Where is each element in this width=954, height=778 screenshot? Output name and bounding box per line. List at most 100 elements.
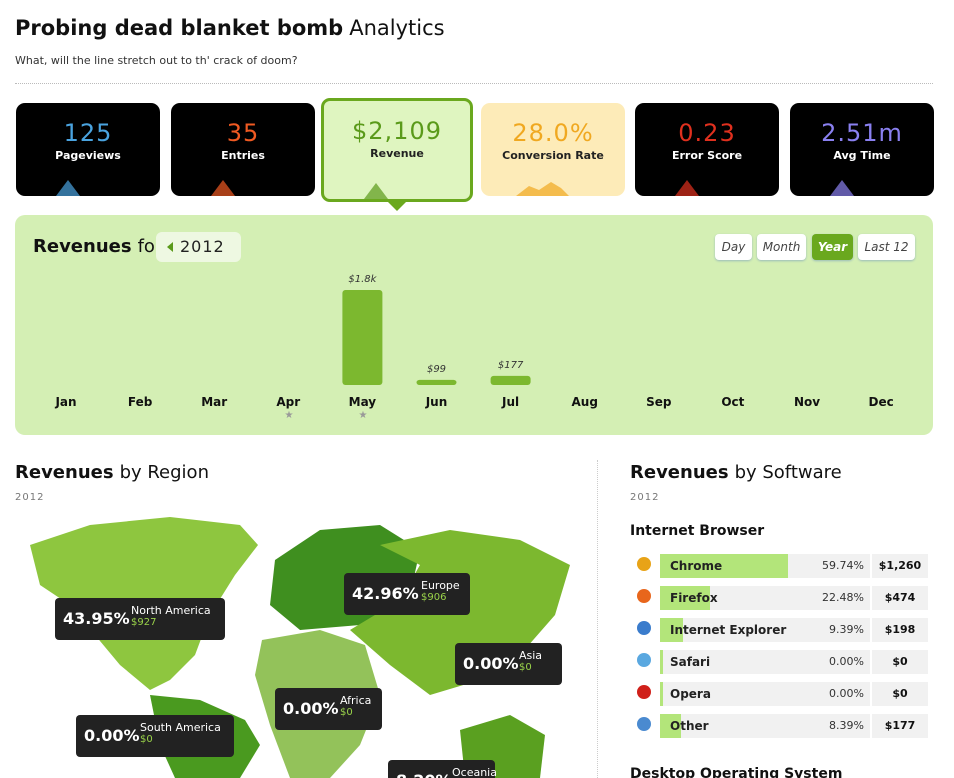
title-rest: by Region [119, 462, 209, 483]
month-label: Apr [276, 395, 300, 409]
range-button[interactable]: Last 12 [858, 234, 915, 260]
revenue-panel: Revenues for 2012 Day Month Year Last 12 [15, 215, 933, 435]
software-year: 2012 [630, 492, 660, 503]
kpi-value: 28.0% [512, 119, 594, 147]
share-bar [660, 682, 663, 706]
title-bold: Probing dead blanket bomb [15, 16, 344, 40]
sparkline [211, 180, 235, 196]
browser-name: Firefox [670, 591, 718, 605]
divider [15, 83, 933, 84]
section-title: Desktop Operating System [630, 766, 843, 778]
share-label: 59.74% [822, 559, 864, 572]
sparkline-shape [56, 180, 80, 196]
browser-name: Other [670, 719, 709, 733]
bar [490, 375, 531, 385]
region-name: Europe [421, 579, 460, 592]
kpi-value: 2.51m [821, 119, 903, 147]
kpi-value: 35 [226, 119, 260, 147]
region-label: 42.96% Europe $906 [344, 573, 470, 615]
sparkline [675, 180, 699, 196]
kpi-tile: 35 Entries [171, 103, 315, 196]
share-bar [660, 714, 681, 738]
kpi-tile: 125 Pageviews [16, 103, 160, 196]
region-label: 43.95% North America $927 [55, 598, 225, 640]
browser-row: Chrome 59.74% $1,260 [632, 552, 930, 580]
region-percent: 8.20% [396, 771, 452, 778]
amount: $474 [872, 586, 928, 610]
month-label: May [349, 395, 377, 409]
region-amount: $927 [131, 617, 157, 628]
browser-icon [637, 685, 651, 699]
region-name: South America [140, 721, 221, 734]
browser-icon [637, 589, 651, 603]
browser-icon [637, 653, 651, 667]
kpi-value: $2,109 [352, 117, 442, 145]
region-percent: 0.00% [463, 654, 519, 673]
share-bar [660, 618, 683, 642]
bar-label: $99 [427, 364, 446, 375]
month-label: Dec [868, 395, 893, 409]
bar-track [660, 650, 870, 674]
kpi-tile[interactable]: $2,109 Revenue [321, 98, 473, 202]
region-amount: $0 [140, 734, 153, 745]
prev-arrow[interactable] [166, 241, 174, 253]
browser-icon [637, 621, 651, 635]
region-name: Africa [340, 694, 372, 707]
bar-track [660, 618, 870, 642]
sparkline [364, 183, 388, 199]
kpi-label: Revenue [370, 147, 424, 160]
share-label: 0.00% [829, 687, 864, 700]
title-bold: Revenues [33, 236, 132, 257]
sparkline-shape [516, 182, 569, 196]
kpi-value: 125 [63, 119, 113, 147]
month-label: Aug [571, 395, 597, 409]
year-selector[interactable]: 2012 [156, 232, 241, 262]
month-label: Feb [128, 395, 153, 409]
sparkline-shape [211, 180, 235, 196]
kpi-label: Avg Time [833, 149, 891, 162]
kpi-tile: 2.51m Avg Time [790, 103, 934, 196]
browser-name: Safari [670, 655, 711, 669]
title-rest: by Software [734, 462, 842, 483]
region-label: 0.00% Africa $0 [275, 688, 382, 730]
sparkline-shape [364, 183, 388, 199]
month-label: Jun [425, 395, 448, 409]
range-button[interactable]: Month [757, 234, 806, 260]
region-name: North America [131, 604, 211, 617]
title-bold: Revenues [630, 462, 729, 483]
browser-row: Firefox 22.48% $474 [632, 584, 930, 612]
share-label: 8.39% [829, 719, 864, 732]
range-button[interactable]: Year [812, 234, 853, 260]
month-label: Sep [646, 395, 672, 409]
month-label: Nov [794, 395, 820, 409]
month-label: Mar [201, 395, 227, 409]
amount: $0 [872, 650, 928, 674]
amount: $1,260 [872, 554, 928, 578]
page-title: Probing dead blanket bomb Analytics [15, 16, 445, 40]
amount: $177 [872, 714, 928, 738]
region-percent: 0.00% [283, 699, 339, 718]
browser-name: Chrome [670, 559, 723, 573]
browser-name: Opera [670, 687, 711, 701]
sparkline-shape [675, 180, 699, 196]
range-button[interactable]: Day [715, 234, 752, 260]
star: ★ [285, 410, 294, 421]
amount: $198 [872, 618, 928, 642]
share-bar [660, 586, 711, 610]
region-percent: 43.95% [63, 609, 130, 628]
region-amount: $906 [421, 592, 447, 603]
share-label: 9.39% [829, 623, 864, 636]
share-label: 22.48% [822, 591, 864, 604]
kpi-label: Pageviews [55, 149, 121, 162]
browser-name: Internet Explorer [670, 623, 787, 637]
bar [416, 379, 457, 385]
kpi-label: Error Score [671, 149, 743, 162]
bar-track [660, 714, 870, 738]
year-label: 2012 [180, 237, 225, 256]
month-label: Oct [721, 395, 744, 409]
region-label: 0.00% South America $0 [76, 715, 234, 757]
star: ★ [359, 410, 368, 421]
bar-label: $1.8k [348, 274, 377, 285]
kpi-tile: 0.23 Error Score [635, 103, 779, 196]
region-amount: $0 [519, 662, 532, 673]
